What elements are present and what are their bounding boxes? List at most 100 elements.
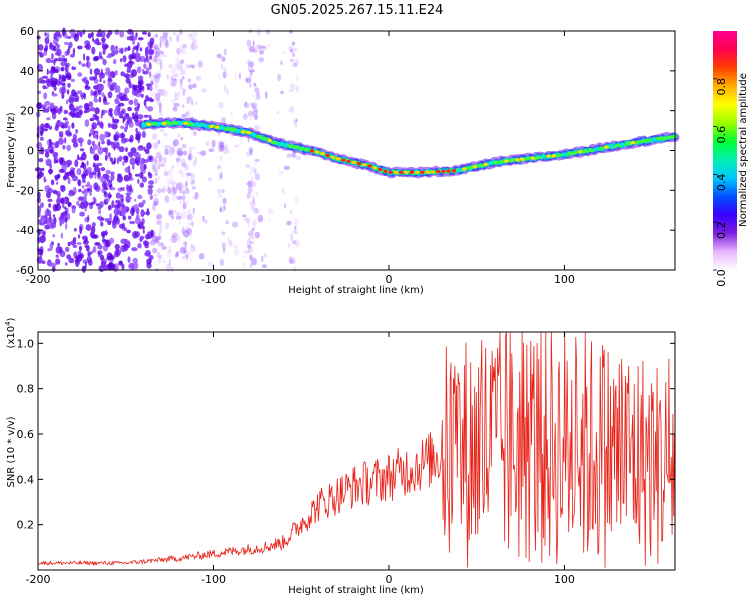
spectrogram-speckle bbox=[260, 255, 264, 263]
spectrogram-speckle bbox=[170, 174, 173, 183]
spectrogram-speckle bbox=[122, 117, 126, 122]
spectrogram-speckle bbox=[281, 187, 285, 194]
spectrogram-ridge-peak bbox=[320, 152, 325, 156]
spectrogram-speckle bbox=[128, 54, 133, 61]
spectrogram-speckle bbox=[73, 94, 80, 101]
spectrogram-speckle bbox=[267, 208, 274, 215]
spectrogram-speckle bbox=[147, 185, 154, 189]
spectrogram-ridge-peak bbox=[251, 133, 256, 137]
spectrogram-speckle bbox=[149, 71, 152, 78]
spectrogram-speckle bbox=[166, 74, 170, 80]
spectrogram-speckle bbox=[153, 197, 159, 206]
spectrogram-speckle bbox=[109, 157, 113, 162]
spectrogram-speckle bbox=[101, 92, 105, 97]
spectrogram-ridge-peak bbox=[151, 122, 156, 126]
spectrogram-speckle bbox=[60, 197, 65, 204]
spectrogram-speckle bbox=[53, 32, 60, 37]
spectrogram-speckle bbox=[222, 144, 228, 150]
spectrogram-speckle bbox=[296, 74, 299, 82]
spectrogram-speckle bbox=[145, 83, 152, 87]
spectrogram-ridge-peak bbox=[378, 167, 383, 171]
spectrogram-speckle bbox=[181, 104, 185, 108]
spectrogram-speckle bbox=[104, 147, 109, 155]
spectrogram-y-tick-label: -40 bbox=[16, 224, 34, 237]
spectrogram-speckle bbox=[78, 245, 82, 251]
spectrogram-speckle bbox=[79, 226, 83, 235]
spectrogram-speckle bbox=[291, 41, 296, 46]
spectrogram-speckle bbox=[157, 251, 160, 259]
spectrogram-speckle bbox=[140, 93, 144, 98]
colorbar-gradient bbox=[713, 31, 737, 270]
spectrogram-speckle bbox=[76, 242, 82, 245]
spectrogram-speckle bbox=[96, 216, 101, 220]
spectrogram-speckle bbox=[163, 132, 168, 137]
spectrogram-speckle bbox=[139, 163, 145, 172]
spectrogram-speckle bbox=[113, 214, 119, 222]
spectrogram-speckle bbox=[174, 209, 177, 215]
spectrogram-speckle bbox=[83, 201, 89, 209]
spectrogram-speckle bbox=[191, 146, 197, 150]
spectrogram-ridge-peak bbox=[557, 153, 562, 157]
spectrogram-ridge-peak bbox=[509, 158, 514, 163]
spectrogram-speckle bbox=[122, 244, 129, 252]
spectrogram-speckle bbox=[52, 151, 59, 158]
spectrogram-speckle bbox=[46, 219, 51, 227]
spectrogram-speckle bbox=[294, 196, 300, 204]
spectrogram-speckle bbox=[174, 94, 179, 101]
spectrogram-ridge-peak bbox=[299, 146, 304, 151]
snr-x-tick-label: -200 bbox=[26, 573, 51, 586]
spectrogram-speckle bbox=[181, 194, 186, 201]
spectrogram-speckle bbox=[138, 75, 144, 81]
spectrogram-speckle bbox=[117, 201, 121, 207]
spectrogram-speckle bbox=[76, 111, 82, 119]
spectrogram-speckle bbox=[67, 177, 71, 185]
spectrogram-speckle bbox=[294, 218, 299, 225]
spectrogram-speckle bbox=[88, 259, 93, 266]
spectrogram-speckle bbox=[154, 172, 158, 177]
spectrogram-speckle bbox=[166, 177, 171, 185]
spectrogram-speckle bbox=[79, 253, 84, 259]
spectrogram-speckle bbox=[126, 196, 133, 200]
spectrogram-speckle bbox=[187, 208, 192, 217]
spectrogram-speckle bbox=[166, 253, 173, 258]
spectrogram-speckle bbox=[105, 67, 110, 72]
spectrogram-speckle bbox=[85, 224, 92, 231]
spectrogram-speckle bbox=[44, 32, 47, 37]
spectrogram-speckle bbox=[42, 85, 46, 90]
spectrogram-speckle bbox=[176, 159, 180, 168]
spectrogram-speckle bbox=[132, 257, 138, 264]
spectrogram-speckle bbox=[249, 70, 253, 77]
spectrogram-speckle bbox=[139, 182, 145, 188]
spectrogram-speckle bbox=[64, 32, 68, 39]
spectrogram-speckle bbox=[137, 178, 140, 184]
spectrogram-speckle bbox=[158, 110, 162, 115]
spectrogram-speckle bbox=[65, 129, 71, 136]
snr-x-tick-label: 0 bbox=[385, 573, 392, 586]
spectrogram-ridge-peak bbox=[657, 137, 662, 141]
spectrogram-speckle bbox=[101, 181, 108, 189]
spectrogram-speckle bbox=[88, 256, 91, 260]
spectrogram-y-tick-label: -20 bbox=[16, 184, 34, 197]
spectrogram-speckle bbox=[194, 156, 198, 164]
spectrogram-speckle bbox=[294, 122, 298, 128]
spectrogram-speckle bbox=[295, 88, 300, 94]
spectrogram-speckle bbox=[93, 130, 99, 134]
spectrogram-speckle bbox=[247, 65, 254, 72]
spectrogram-speckle bbox=[258, 57, 265, 63]
spectrogram-speckle bbox=[84, 260, 87, 268]
spectrogram-speckle bbox=[179, 29, 183, 36]
spectrogram-speckle bbox=[185, 224, 190, 231]
spectrogram-speckle bbox=[120, 137, 127, 144]
spectrogram-speckle bbox=[64, 218, 68, 223]
spectrogram-speckle bbox=[126, 36, 130, 41]
spectrogram-speckle bbox=[109, 187, 116, 191]
spectrogram-speckle bbox=[176, 47, 181, 55]
spectrogram-speckle bbox=[61, 189, 65, 193]
spectrogram-speckle bbox=[143, 146, 146, 152]
spectrogram-speckle bbox=[100, 217, 105, 221]
spectrogram-speckle bbox=[102, 43, 105, 50]
spectrogram-speckle bbox=[132, 35, 138, 41]
spectrogram-speckle bbox=[124, 123, 129, 127]
spectrogram-ridge-peak bbox=[214, 125, 220, 129]
spectrogram-speckle bbox=[252, 105, 257, 110]
